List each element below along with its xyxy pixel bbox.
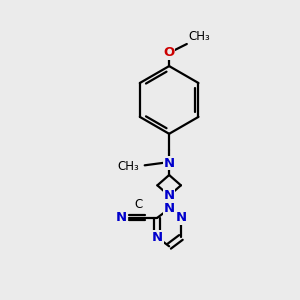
- Text: N: N: [116, 211, 127, 224]
- Text: CH₃: CH₃: [118, 160, 140, 173]
- Text: N: N: [176, 211, 187, 224]
- Text: N: N: [164, 189, 175, 202]
- Text: C: C: [134, 198, 142, 211]
- Text: N: N: [164, 202, 175, 215]
- Text: N: N: [164, 157, 175, 170]
- Text: O: O: [164, 46, 175, 59]
- Text: CH₃: CH₃: [188, 29, 210, 43]
- Text: N: N: [152, 231, 163, 244]
